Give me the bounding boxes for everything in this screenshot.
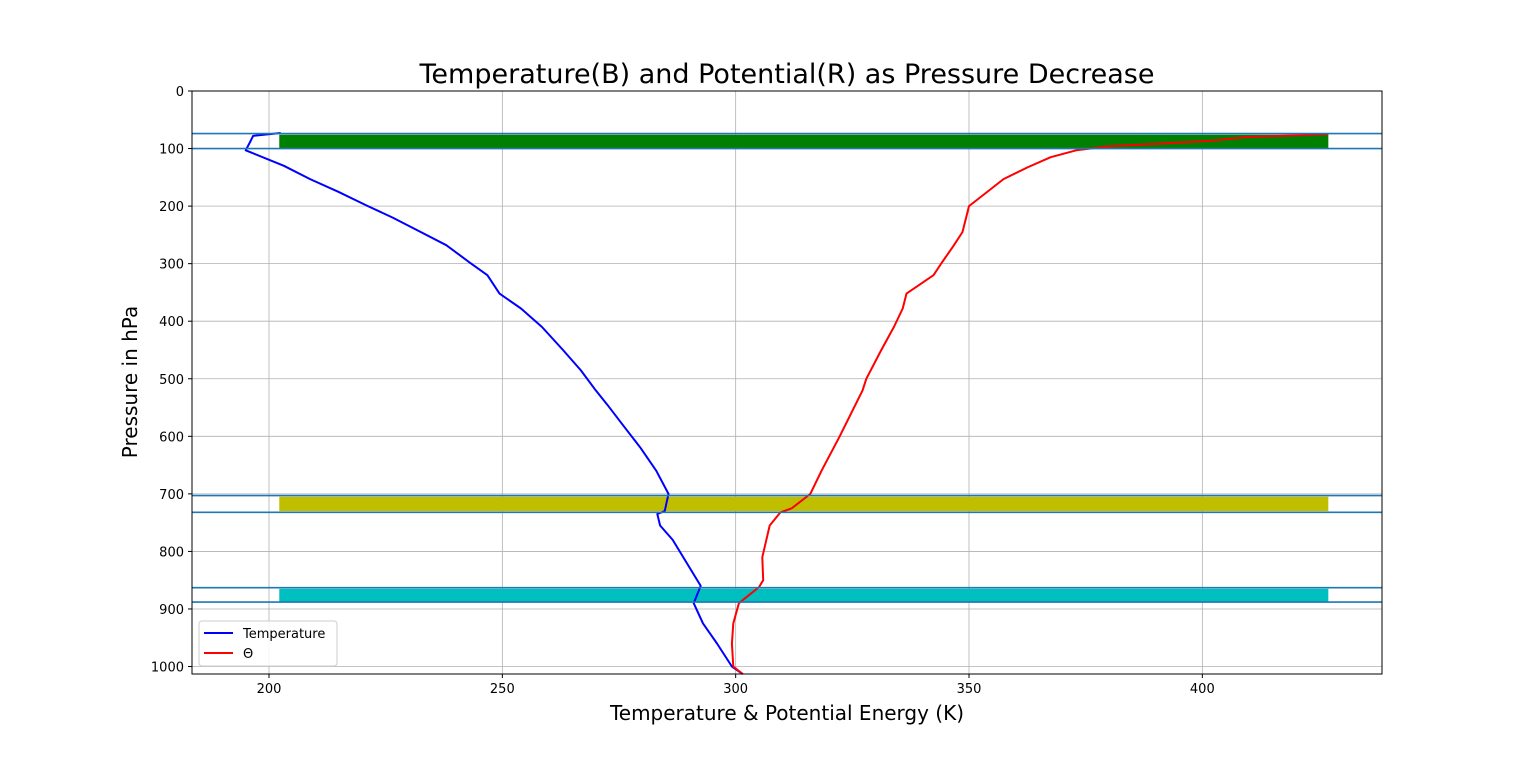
shaded-band-1 bbox=[279, 134, 1329, 148]
tick-layer: 200 250 300 350 400 0 100 200 300 400 500 600 700 800… bbox=[151, 85, 1215, 697]
x-tick-label: 200 bbox=[257, 682, 282, 697]
legend: Temperature Θ bbox=[198, 620, 338, 667]
y-tick-label: 1000 bbox=[151, 661, 184, 676]
plot-frame bbox=[191, 90, 1383, 675]
legend-label-temperature: Temperature bbox=[242, 627, 325, 642]
x-tick-label: 250 bbox=[490, 682, 515, 697]
hline-layer bbox=[192, 132, 1382, 603]
band-layer bbox=[279, 134, 1329, 602]
legend-label-theta: Θ bbox=[243, 647, 253, 662]
chart-title: Temperature(B) and Potential(R) as Press… bbox=[419, 59, 1155, 90]
theta-line bbox=[730, 133, 1329, 675]
x-tick-label: 300 bbox=[723, 682, 748, 697]
y-tick-label: 600 bbox=[159, 430, 184, 445]
y-tick-label: 800 bbox=[159, 545, 184, 560]
x-axis-label: Temperature & Potential Energy (K) bbox=[609, 701, 964, 725]
shaded-band-3 bbox=[279, 588, 1329, 602]
grid-layer bbox=[192, 90, 1382, 674]
x-tick-label: 350 bbox=[957, 682, 982, 697]
y-tick-label: 700 bbox=[159, 488, 184, 503]
y-tick-label: 200 bbox=[159, 200, 184, 215]
y-tick-label: 900 bbox=[159, 603, 184, 618]
y-tick-label: 400 bbox=[159, 315, 184, 330]
x-tick-label: 400 bbox=[1190, 682, 1215, 697]
y-tick-label: 0 bbox=[176, 85, 184, 100]
y-tick-label: 100 bbox=[159, 143, 184, 158]
y-tick-label: 500 bbox=[159, 373, 184, 388]
y-tick-label: 300 bbox=[159, 258, 184, 273]
shaded-band-2 bbox=[279, 496, 1329, 512]
y-axis-label: Pressure in hPa bbox=[118, 306, 142, 458]
temperature-line bbox=[244, 132, 744, 675]
series-layer bbox=[244, 132, 1329, 675]
legend-box bbox=[198, 620, 338, 667]
